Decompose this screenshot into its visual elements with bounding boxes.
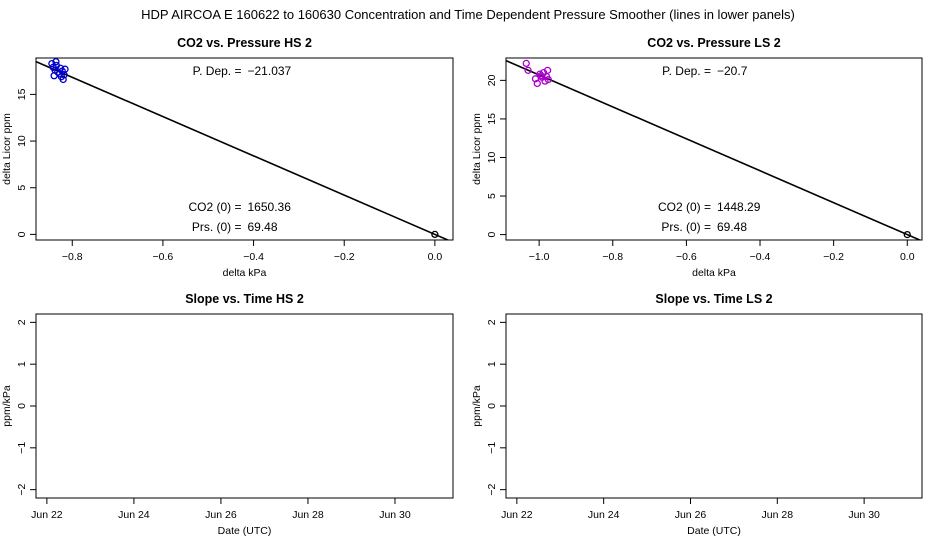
- x-tick-label: Jun 30: [848, 509, 880, 521]
- x-tick-label: Jun 28: [292, 509, 324, 521]
- data-point: [522, 59, 530, 68]
- x-tick-label: −1.0: [529, 251, 550, 263]
- data-point: [531, 75, 540, 83]
- panel-title: CO2 vs. Pressure HS 2: [177, 36, 312, 50]
- y-tick-label: 0: [486, 403, 498, 409]
- x-tick-label: Jun 28: [762, 509, 794, 521]
- x-tick-label: Jun 24: [588, 509, 620, 521]
- data-point: [524, 66, 532, 74]
- y-tick-label: 0: [16, 403, 28, 409]
- x-tick-label: 0.0: [900, 251, 915, 263]
- x-tick-label: −0.2: [823, 251, 844, 263]
- p-dep-value: −21.037: [248, 64, 292, 78]
- y-tick-label: −2: [16, 483, 28, 495]
- x-tick-label: Jun 22: [31, 509, 63, 521]
- data-point: [59, 75, 67, 84]
- y-tick-label: 5: [16, 185, 28, 191]
- co2-intercept-value: 1448.29: [717, 200, 761, 214]
- y-tick-label: −1: [16, 442, 28, 454]
- x-tick-label: −0.4: [243, 251, 264, 263]
- page-title: HDP AIRCOA E 160622 to 160630 Concentrat…: [141, 7, 795, 22]
- co2-intercept-label: CO2 (0) =: [658, 200, 711, 214]
- pressure-intercept-label: Prs. (0) =: [661, 220, 711, 234]
- p-dep-label: P. Dep. =: [193, 64, 242, 78]
- y-tick-label: 1: [486, 361, 498, 367]
- x-tick-label: Jun 26: [675, 509, 707, 521]
- y-tick-label: 2: [16, 319, 28, 325]
- y-tick-label: 15: [486, 113, 498, 125]
- y-tick-label: 2: [486, 319, 498, 325]
- p-dep-label: P. Dep. =: [662, 64, 711, 78]
- panel-title: Slope vs. Time HS 2: [185, 292, 304, 306]
- y-tick-label: 15: [16, 88, 28, 100]
- x-tick-label: −0.8: [602, 251, 623, 263]
- y-tick-label: 0: [16, 231, 28, 237]
- y-tick-label: 10: [486, 151, 498, 163]
- data-point: [544, 75, 552, 84]
- pressure-intercept-value: 69.48: [717, 220, 747, 234]
- y-axis-label: delta Licor ppm: [471, 113, 483, 185]
- y-tick-label: −2: [486, 483, 498, 495]
- co2-intercept-value: 1650.36: [248, 200, 292, 214]
- y-axis-label: delta Licor ppm: [1, 113, 13, 185]
- data-point: [50, 72, 58, 80]
- pressure-intercept-value: 69.48: [248, 220, 278, 234]
- x-tick-label: −0.4: [750, 251, 771, 263]
- data-point: [543, 66, 552, 74]
- y-tick-label: −1: [486, 442, 498, 454]
- co2-intercept-label: CO2 (0) =: [188, 200, 241, 214]
- x-axis-label: Date (UTC): [218, 525, 272, 537]
- x-axis-label: delta kPa: [692, 267, 736, 279]
- x-tick-label: Jun 26: [205, 509, 237, 521]
- x-axis-label: delta kPa: [223, 267, 267, 279]
- x-tick-label: −0.2: [334, 251, 355, 263]
- data-point: [52, 58, 60, 66]
- plot-frame: [505, 57, 923, 241]
- y-tick-label: 5: [486, 193, 498, 199]
- data-point: [537, 72, 545, 80]
- y-tick-label: 1: [16, 361, 28, 367]
- x-tick-label: Jun 30: [379, 509, 411, 521]
- plot-frame: [35, 313, 454, 499]
- data-point: [48, 59, 56, 68]
- data-point: [533, 79, 541, 88]
- panel-title: CO2 vs. Pressure LS 2: [647, 36, 780, 50]
- plot-frame: [35, 57, 454, 241]
- panels: CO2 vs. Pressure HS 2 −0.8 −0.6 −0.4 −0.2 0.0…: [1, 36, 923, 537]
- origin-point: [903, 230, 911, 239]
- y-axis-label: ppm/kPa: [1, 385, 13, 427]
- origin-point: [431, 230, 439, 239]
- panel-1: CO2 vs. Pressure HS 2 −0.8 −0.6 −0.4 −0.2 0.0…: [1, 36, 454, 279]
- y-axis-label: ppm/kPa: [471, 385, 483, 427]
- x-tick-label: −0.8: [62, 251, 83, 263]
- fit-line: [36, 60, 450, 240]
- x-tick-label: −0.6: [153, 251, 174, 263]
- plot-frame: [505, 313, 923, 499]
- y-tick-label: 10: [16, 135, 28, 147]
- x-tick-label: Jun 22: [501, 509, 533, 521]
- x-tick-label: Jun 24: [118, 509, 150, 521]
- y-tick-label: 20: [486, 74, 498, 86]
- panel-2: CO2 vs. Pressure LS 2 −1.0 −0.8 −0.6 −0.4 −0.…: [471, 36, 923, 279]
- x-tick-label: 0.0: [428, 251, 443, 263]
- y-tick-label: 0: [486, 232, 498, 238]
- data-point: [61, 65, 69, 73]
- panel-title: Slope vs. Time LS 2: [655, 292, 772, 306]
- panel-4: Slope vs. Time LS 2 Jun 22 Jun 24 Jun 26 Jun…: [471, 292, 923, 537]
- p-dep-value: −20.7: [717, 64, 748, 78]
- x-axis-label: Date (UTC): [687, 525, 741, 537]
- pressure-intercept-label: Prs. (0) =: [192, 220, 242, 234]
- x-tick-label: −0.6: [676, 251, 697, 263]
- panel-3: Slope vs. Time HS 2 Jun 22 Jun 24 Jun 26 Jun…: [1, 292, 454, 537]
